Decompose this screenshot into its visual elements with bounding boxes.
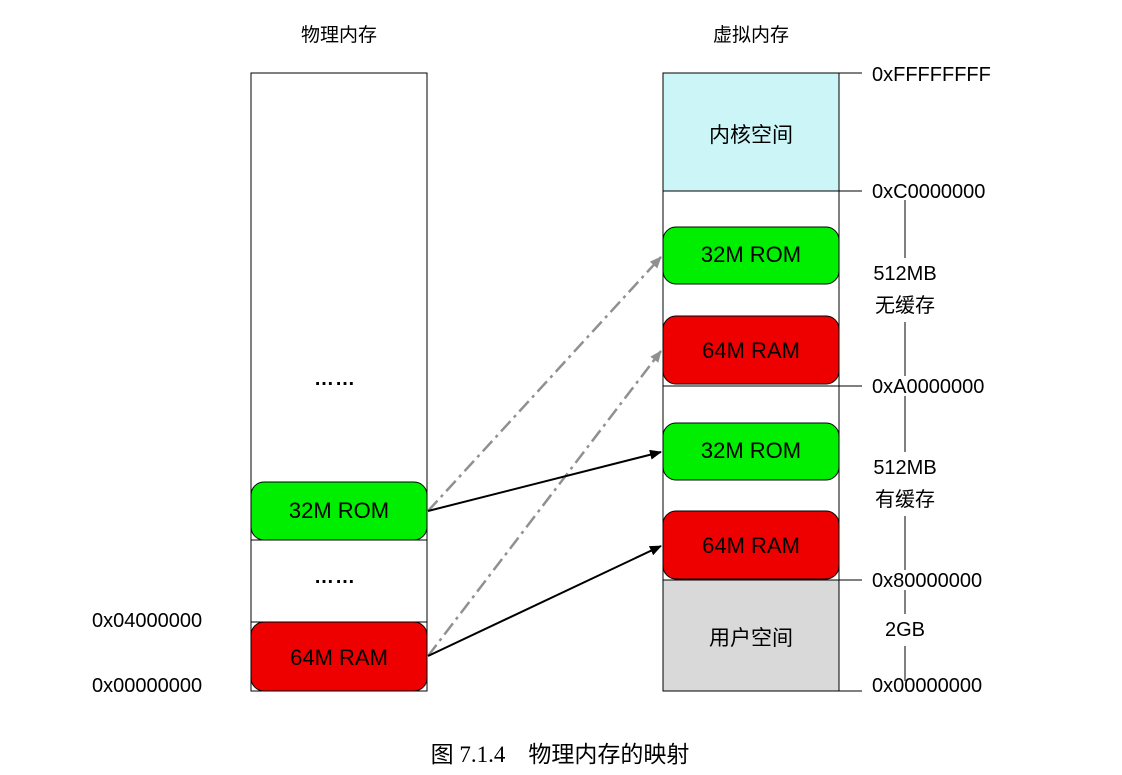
- physical-ram-block: [250, 621, 428, 692]
- physical-addr-bottom: 0x00000000: [92, 675, 203, 697]
- physical-rom-block: [250, 481, 428, 541]
- cached-ram-block: [662, 510, 840, 580]
- virtual-memory-title: 虚拟内存: [712, 25, 789, 46]
- uncached-ram-label: 64M RAM: [702, 338, 800, 363]
- physical-ram-label: 64M RAM: [290, 645, 388, 670]
- user-space-label: 用户空间: [709, 627, 793, 650]
- physical-memory-column: [250, 72, 428, 692]
- uncached-size: 512MB: [859, 258, 951, 290]
- map-arrow-rom-uncached: [427, 256, 662, 512]
- uncached-label: 无缓存: [859, 290, 951, 322]
- cached-rom-label: 32M ROM: [700, 438, 802, 463]
- cached-rom-block: [662, 422, 840, 481]
- physical-rom-label: 32M ROM: [288, 498, 390, 523]
- kernel-space-label: 内核空间: [709, 124, 793, 147]
- cached-label: 有缓存: [859, 484, 951, 516]
- uncached-rom-block: [662, 226, 840, 285]
- uncached-rom-label: 32M ROM: [700, 242, 802, 267]
- user-space-region: [662, 579, 840, 692]
- cached-ram-label: 64M RAM: [702, 533, 800, 558]
- virtual-addr-c0000000: 0xC0000000: [872, 181, 986, 203]
- virtual-addr-00000000: 0x00000000: [872, 675, 983, 697]
- address-ticks: [839, 72, 862, 692]
- map-arrow-ram-uncached: [427, 350, 662, 657]
- uncached-ram-block: [662, 315, 840, 385]
- cached-size: 512MB: [859, 452, 951, 484]
- virtual-addr-80000000: 0x80000000: [872, 570, 983, 592]
- physical-memory-title: 物理内存: [300, 25, 377, 46]
- virtual-addr-ffffffff: 0xFFFFFFFF: [872, 64, 991, 86]
- user-space-size: 2GB: [859, 614, 951, 646]
- map-arrow-ram-cached: [427, 545, 662, 657]
- kernel-space-region: [662, 72, 840, 192]
- physical-addr-top: 0x04000000: [92, 610, 203, 632]
- figure-caption: 图 7.1.4 物理内存的映射: [430, 742, 690, 767]
- physical-ellipsis-mid: ……: [314, 566, 356, 588]
- map-arrow-rom-cached: [427, 449, 662, 512]
- physical-ellipsis-top: ……: [314, 368, 356, 390]
- virtual-addr-a0000000: 0xA0000000: [872, 376, 985, 398]
